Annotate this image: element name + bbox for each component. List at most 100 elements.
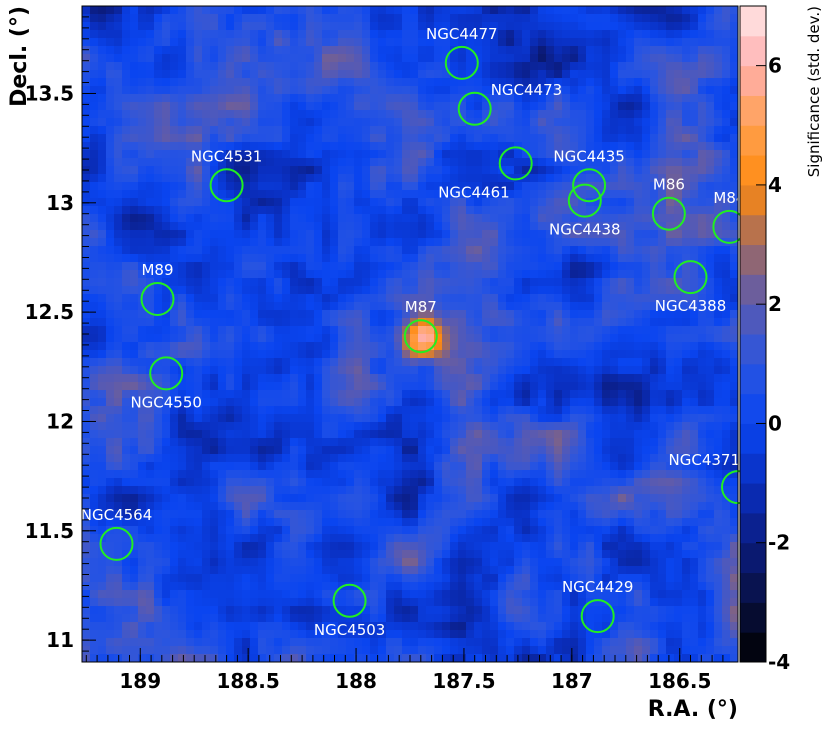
- heatmap-cell: [274, 606, 283, 615]
- heatmap-cell: [82, 102, 91, 111]
- heatmap-cell: [282, 382, 291, 391]
- heatmap-cell: [258, 94, 267, 103]
- heatmap-cell: [410, 230, 419, 239]
- heatmap-cell: [242, 270, 251, 279]
- heatmap-cell: [210, 302, 219, 311]
- heatmap-cell: [170, 342, 179, 351]
- heatmap-cell: [114, 70, 123, 79]
- heatmap-cell: [210, 414, 219, 423]
- heatmap-cell: [242, 206, 251, 215]
- heatmap-cell: [354, 214, 363, 223]
- heatmap-cell: [474, 566, 483, 575]
- heatmap-cell: [106, 486, 115, 495]
- heatmap-cell: [554, 38, 563, 47]
- heatmap-cell: [458, 166, 467, 175]
- heatmap-cell: [98, 174, 107, 183]
- heatmap-cell: [458, 598, 467, 607]
- heatmap-cell: [498, 94, 507, 103]
- heatmap-cell: [482, 190, 491, 199]
- heatmap-cell: [122, 78, 131, 87]
- heatmap-cell: [538, 566, 547, 575]
- heatmap-cell: [562, 534, 571, 543]
- heatmap-cell: [242, 214, 251, 223]
- heatmap-cell: [354, 382, 363, 391]
- heatmap-cell: [314, 366, 323, 375]
- heatmap-cell: [506, 566, 515, 575]
- heatmap-cell: [434, 166, 443, 175]
- heatmap-cell: [250, 494, 259, 503]
- heatmap-cell: [498, 446, 507, 455]
- heatmap-cell: [106, 22, 115, 31]
- heatmap-cell: [322, 246, 331, 255]
- heatmap-cell: [402, 102, 411, 111]
- heatmap-cell: [98, 654, 107, 662]
- heatmap-cell: [370, 574, 379, 583]
- heatmap-cell: [122, 286, 131, 295]
- heatmap-cell: [170, 486, 179, 495]
- heatmap-cell: [450, 30, 459, 39]
- heatmap-cell: [514, 118, 523, 127]
- heatmap-cell: [354, 486, 363, 495]
- heatmap-cell: [522, 478, 531, 487]
- heatmap-cell: [250, 638, 259, 647]
- heatmap-cell: [138, 526, 147, 535]
- heatmap-cell: [338, 646, 347, 655]
- heatmap-cell: [426, 126, 435, 135]
- heatmap-cell: [82, 366, 91, 375]
- heatmap-cell: [202, 334, 211, 343]
- heatmap-cell: [514, 78, 523, 87]
- heatmap-cell: [402, 542, 411, 551]
- heatmap-cell: [282, 334, 291, 343]
- heatmap-cell: [354, 614, 363, 623]
- heatmap-cell: [370, 502, 379, 511]
- heatmap-cell: [474, 70, 483, 79]
- heatmap-cell: [370, 198, 379, 207]
- heatmap-cell: [378, 238, 387, 247]
- heatmap-cell: [114, 22, 123, 31]
- heatmap-cell: [522, 286, 531, 295]
- heatmap-cell: [122, 606, 131, 615]
- heatmap-cell: [250, 486, 259, 495]
- heatmap-cell: [210, 158, 219, 167]
- heatmap-cell: [506, 166, 515, 175]
- heatmap-cell: [490, 294, 499, 303]
- heatmap-cell: [522, 518, 531, 527]
- heatmap-cell: [458, 14, 467, 23]
- heatmap-cell: [138, 422, 147, 431]
- heatmap-cell: [498, 118, 507, 127]
- heatmap-cell: [490, 70, 499, 79]
- heatmap-cell: [98, 190, 107, 199]
- heatmap-cell: [490, 238, 499, 247]
- heatmap-cell: [322, 422, 331, 431]
- heatmap-cell: [490, 198, 499, 207]
- heatmap-cell: [418, 646, 427, 655]
- heatmap-cell: [274, 206, 283, 215]
- heatmap-cell: [98, 78, 107, 87]
- heatmap-cell: [274, 414, 283, 423]
- heatmap-cell: [402, 22, 411, 31]
- heatmap-cell: [250, 542, 259, 551]
- heatmap-cell: [210, 622, 219, 631]
- heatmap-cell: [90, 366, 99, 375]
- heatmap-cell: [146, 46, 155, 55]
- heatmap-cell: [218, 14, 227, 23]
- heatmap-cell: [426, 158, 435, 167]
- heatmap-cell: [522, 470, 531, 479]
- heatmap-cell: [418, 78, 427, 87]
- heatmap-cell: [426, 374, 435, 383]
- heatmap-cell: [234, 270, 243, 279]
- heatmap-cell: [98, 166, 107, 175]
- heatmap-cell: [162, 526, 171, 535]
- heatmap-cell: [562, 294, 571, 303]
- heatmap-cell: [538, 246, 547, 255]
- heatmap-cell: [114, 86, 123, 95]
- heatmap-cell: [458, 534, 467, 543]
- heatmap-cell: [82, 430, 91, 439]
- heatmap-cell: [314, 310, 323, 319]
- heatmap-cell: [458, 230, 467, 239]
- heatmap-cell: [202, 86, 211, 95]
- heatmap-cell: [234, 486, 243, 495]
- heatmap-cell: [178, 22, 187, 31]
- heatmap-cell: [434, 558, 443, 567]
- heatmap-cell: [466, 302, 475, 311]
